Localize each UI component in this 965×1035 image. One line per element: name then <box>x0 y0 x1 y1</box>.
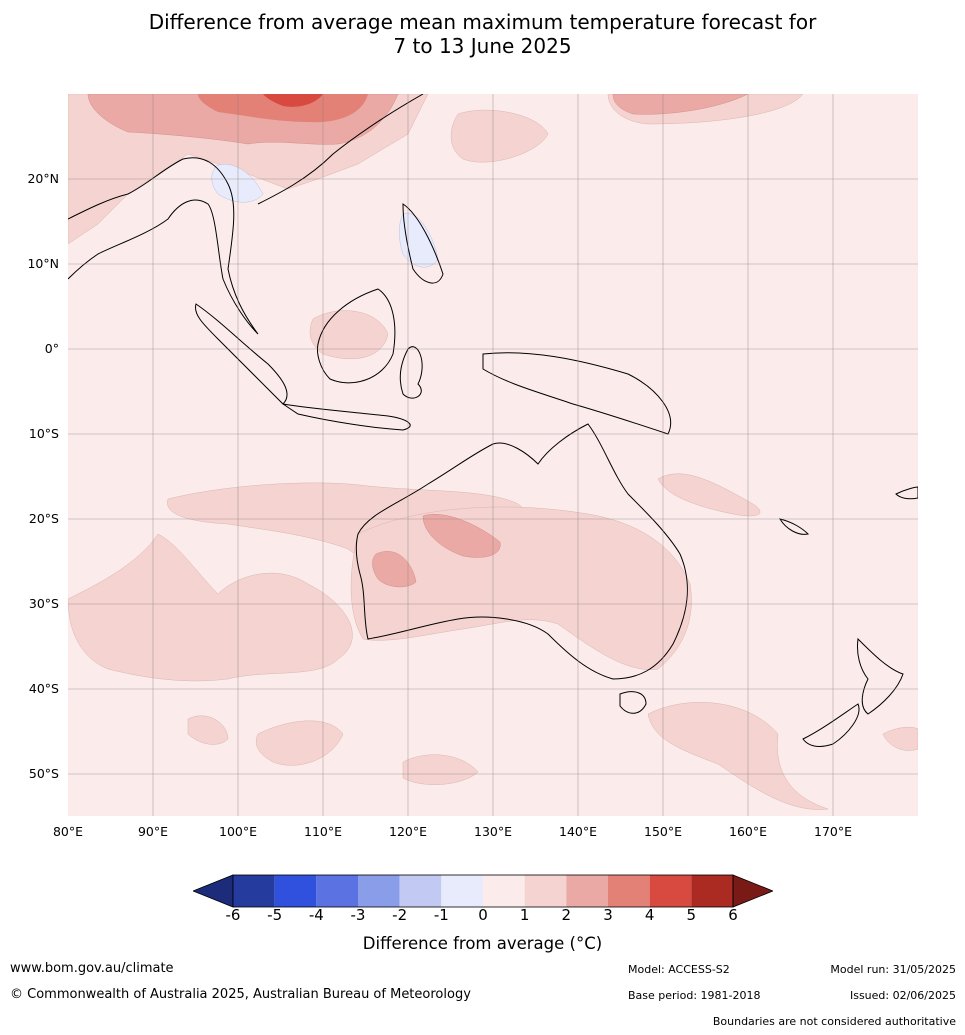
forecast-map <box>67 93 919 816</box>
coastline-java <box>282 403 411 431</box>
anomaly-region-wa <box>372 551 417 588</box>
colorbar-tick-label: 5 <box>686 906 697 924</box>
colorbar-tick-label: -5 <box>267 906 283 924</box>
lat-label-50s: 50°S <box>28 766 59 781</box>
lon-label-120e: 120°E <box>388 824 428 839</box>
coastline-new-zealand-south <box>802 703 860 747</box>
title-line-1: Difference from average mean maximum tem… <box>148 10 817 34</box>
footer-model-run: Model run: 31/05/2025 <box>830 963 956 976</box>
lon-label-100e: 100°E <box>218 824 258 839</box>
anomaly-region-pilbara <box>422 514 501 558</box>
lat-label-0: 0° <box>44 341 59 356</box>
colorbar-under-arrow <box>191 874 234 908</box>
footer-url: www.bom.gov.au/climate <box>10 961 174 976</box>
colorbar-segment <box>566 875 608 907</box>
footer-boundaries-note: Boundaries are not considered authoritat… <box>712 1015 956 1028</box>
coastline-new-zealand-north <box>857 637 904 715</box>
lon-label-90e: 90°E <box>137 824 169 839</box>
colorbar-segment <box>399 875 442 907</box>
map-panel <box>67 93 919 816</box>
colorbar-tick-label: -1 <box>433 906 449 924</box>
anomaly-region-borneo <box>309 310 389 360</box>
colorbar-label: Difference from average (°C) <box>362 934 603 953</box>
anomaly-region-south-1 <box>187 715 229 745</box>
lon-label-170e: 170°E <box>813 824 853 839</box>
lon-label-140e: 140°E <box>558 824 598 839</box>
footer-model: Model: ACCESS-S2 <box>628 963 730 976</box>
lon-label-130e: 130°E <box>473 824 513 839</box>
lat-label-10n: 10°N <box>27 256 59 271</box>
footer-issued: Issued: 02/06/2025 <box>849 989 956 1002</box>
coastline-tasmania <box>619 691 647 714</box>
colorbar-frame <box>232 874 734 908</box>
anomaly-region-indochina-cool <box>211 164 264 203</box>
colorbar-tick-label: -4 <box>308 906 324 924</box>
colorbar-tick-label: 0 <box>478 906 488 924</box>
anomaly-region-south-3 <box>402 754 479 785</box>
anomaly-region-southern-indian-ocean <box>67 533 353 682</box>
lat-label-40s: 40°S <box>28 681 59 696</box>
colorbar-segment <box>316 875 358 907</box>
lat-label-10s: 10°S <box>28 426 59 441</box>
anomaly-region-south-2 <box>255 720 344 766</box>
anomaly-region-tasman <box>647 702 829 810</box>
colorbar-tick-label: 2 <box>561 906 572 924</box>
anomaly-region-coral-sea <box>657 473 761 517</box>
coastline-new-caledonia <box>778 518 810 535</box>
anomaly-region-australia <box>350 506 692 670</box>
anomaly-1-2-areas <box>67 93 919 810</box>
colorbar-tick-label: -3 <box>350 906 366 924</box>
coastline-sulawesi <box>399 346 423 399</box>
lon-label-150e: 150°E <box>643 824 683 839</box>
anomaly-region-north-pacific-warm <box>612 93 749 115</box>
coastline-borneo <box>317 288 396 384</box>
coastline-australia <box>355 423 688 680</box>
colorbar-segment <box>358 875 400 907</box>
coastline-mainland-asia <box>67 157 259 335</box>
coastline-china <box>257 93 424 205</box>
colorbar-tick-label: -6 <box>225 906 241 924</box>
colorbar-segment <box>233 875 275 907</box>
anomaly-region-philippine-sea <box>450 109 549 163</box>
colorbar-tick-label: 6 <box>728 906 738 924</box>
colorbar-segment <box>524 875 567 907</box>
colorbar-segment <box>608 875 650 907</box>
footer-base-period: Base period: 1981-2018 <box>628 989 761 1002</box>
lat-label-30s: 30°S <box>28 596 59 611</box>
colorbar-graphic <box>191 874 775 908</box>
colorbar <box>191 874 775 908</box>
lat-label-20s: 20°S <box>28 511 59 526</box>
colorbar-over-arrow <box>732 874 775 908</box>
graticule <box>68 94 918 816</box>
lon-label-80e: 80°E <box>52 824 84 839</box>
title-line-2: 7 to 13 June 2025 <box>393 34 572 58</box>
anomaly-3-5-areas <box>198 94 368 123</box>
footer-copyright: © Commonwealth of Australia 2025, Austra… <box>10 987 471 1002</box>
colorbar-tick-label: -2 <box>392 906 408 924</box>
coastline-philippines <box>402 203 444 284</box>
anomaly-region-hotspot <box>263 94 323 107</box>
anomaly-region-south-china <box>198 94 368 123</box>
colorbar-segment <box>649 875 692 907</box>
colorbar-tick-label: 3 <box>603 906 613 924</box>
lon-label-110e: 110°E <box>303 824 343 839</box>
lon-label-160e: 160°E <box>728 824 768 839</box>
colorbar-segment <box>274 875 317 907</box>
colorbar-tick-label: 1 <box>519 906 530 924</box>
map-title: Difference from average mean maximum tem… <box>0 10 965 58</box>
colorbar-segment <box>483 875 525 907</box>
colorbar-tick-label: 4 <box>644 906 655 924</box>
lat-label-20n: 20°N <box>27 171 59 186</box>
colorbar-segment <box>691 875 733 907</box>
colorbar-segment <box>441 875 483 907</box>
